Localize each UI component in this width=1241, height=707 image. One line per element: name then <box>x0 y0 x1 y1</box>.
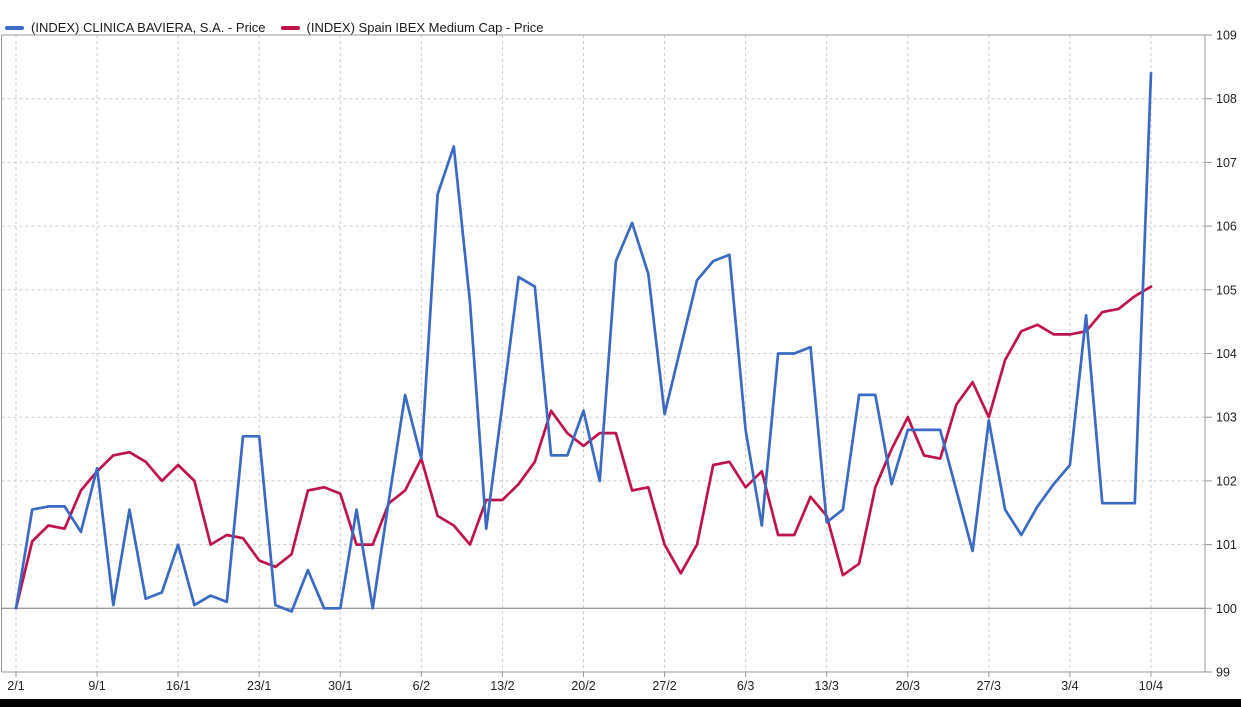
x-axis-tick-label: 9/1 <box>88 679 105 693</box>
x-axis-tick-label: 30/1 <box>328 679 352 693</box>
series1-color-swatch <box>5 25 24 30</box>
x-axis-tick-label: 27/3 <box>977 679 1001 693</box>
series-clinica-baviera-line[interactable] <box>14 71 1153 613</box>
x-axis-tick-label: 2/1 <box>7 679 24 693</box>
x-axis-tick-label: 20/2 <box>571 679 595 693</box>
x-axis-tick-label: 13/2 <box>490 679 514 693</box>
y-axis-tick-label: 108 <box>1216 92 1237 106</box>
y-axis-tick-label: 100 <box>1216 602 1237 616</box>
series1-legend-label: (INDEX) CLINICA BAVIERA, S.A. - Price <box>31 20 266 35</box>
x-axis-tick-label: 6/2 <box>413 679 430 693</box>
series2-color-swatch <box>280 25 300 30</box>
y-axis-tick-label: 106 <box>1216 220 1237 234</box>
series-ibex-medium-cap-line[interactable] <box>14 285 1153 610</box>
x-axis-tick-label: 6/3 <box>737 679 754 693</box>
y-axis-tick-label: 105 <box>1216 283 1237 297</box>
x-axis-tick-label: 23/1 <box>247 679 271 693</box>
x-axis-tick-label: 20/3 <box>896 679 920 693</box>
chart-legend: (INDEX) CLINICA BAVIERA, S.A. - Price (I… <box>5 20 559 35</box>
series2-legend-label: (INDEX) Spain IBEX Medium Cap - Price <box>306 20 544 35</box>
y-axis-tick-label: 101 <box>1216 538 1237 552</box>
y-axis-tick-label: 102 <box>1216 474 1237 488</box>
x-axis-tick-label: 13/3 <box>815 679 839 693</box>
y-axis-tick-label: 107 <box>1216 156 1237 170</box>
x-axis-tick-label: 3/4 <box>1061 679 1078 693</box>
y-axis-tick-label: 99 <box>1216 666 1230 680</box>
y-axis-tick-label: 103 <box>1216 411 1237 425</box>
x-axis-tick-label: 16/1 <box>166 679 190 693</box>
y-axis-tick-label: 109 <box>1216 29 1237 43</box>
x-axis-tick-label: 27/2 <box>652 679 676 693</box>
bottom-black-bar <box>0 699 1241 707</box>
y-axis-tick-label: 104 <box>1216 347 1237 361</box>
x-axis-tick-label: 10/4 <box>1139 679 1163 693</box>
